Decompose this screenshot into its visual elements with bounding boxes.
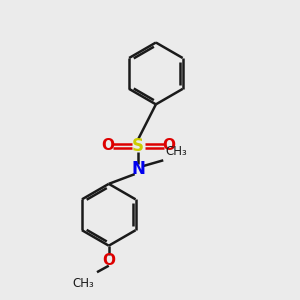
Text: CH₃: CH₃ bbox=[165, 145, 187, 158]
Text: N: N bbox=[131, 160, 145, 178]
Text: O: O bbox=[102, 253, 115, 268]
Text: CH₃: CH₃ bbox=[72, 277, 94, 290]
Text: O: O bbox=[101, 138, 114, 153]
Text: S: S bbox=[132, 136, 144, 154]
Text: O: O bbox=[163, 138, 176, 153]
